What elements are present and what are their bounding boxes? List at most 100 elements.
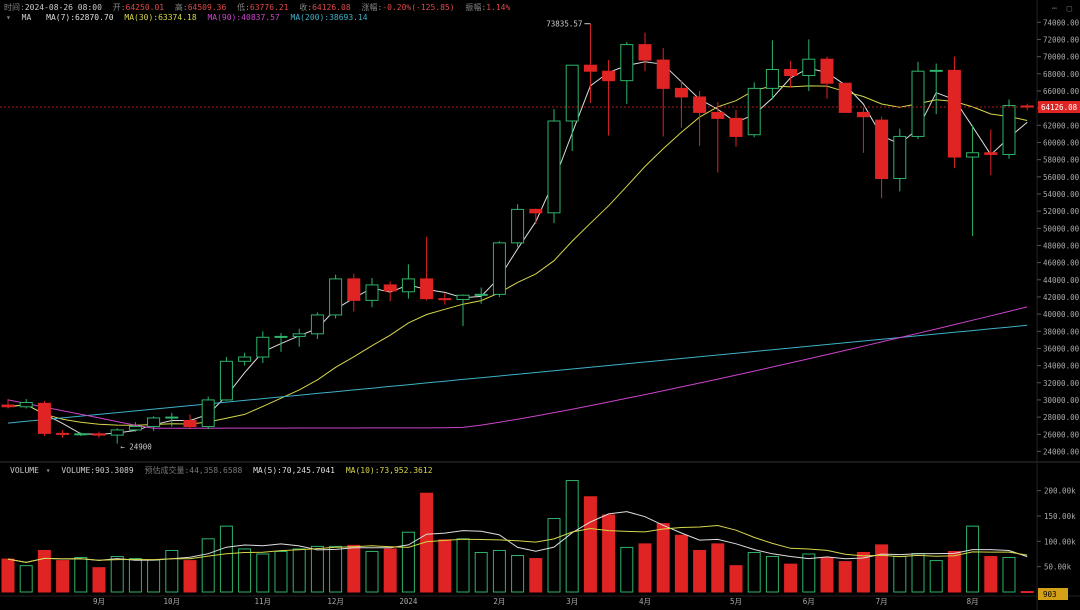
time-tick-label: 3月 (566, 597, 578, 606)
volume-bar (984, 556, 998, 593)
candle-body (820, 58, 834, 84)
candle-body (1020, 105, 1034, 108)
volume-bar (947, 550, 961, 593)
volume-bar (19, 565, 33, 593)
candle-body (201, 399, 215, 428)
volume-bar (656, 523, 670, 593)
price-tick-label: 68000.00 (1043, 70, 1080, 79)
candle-body (947, 69, 961, 158)
volume-tick-label: 100.00k (1044, 537, 1076, 546)
ma-legend-name[interactable]: MA (21, 13, 32, 22)
volume-bar (201, 538, 215, 593)
volume-bar (420, 492, 434, 593)
candle-body (420, 278, 434, 300)
volume-bar (547, 518, 561, 593)
volume-bar (1002, 557, 1016, 593)
candle-body (620, 44, 634, 82)
volume-bar (929, 560, 943, 593)
open-value: 64250.01 (125, 3, 165, 12)
candle-body (511, 208, 525, 244)
candle-body (893, 135, 907, 179)
settings-icon[interactable]: ⋯ (1051, 4, 1058, 14)
candle-body (329, 278, 343, 316)
candle-body (602, 70, 616, 82)
ma90-line (7, 306, 1028, 429)
volume-value: VOLUME:903.3089 (61, 466, 134, 475)
candle-body (383, 284, 397, 292)
turnover-value: 预估成交量:44,358.6588 (144, 466, 243, 475)
ma-legend: ▾ MA MA(7):62870.70 MA(30):63374.18 MA(9… (6, 13, 368, 22)
volume-bar (602, 514, 616, 593)
volume-dropdown-caret-icon[interactable]: ▾ (45, 466, 51, 475)
time-tick-label: 2月 (493, 597, 505, 606)
volume-bar (329, 545, 343, 593)
high-value: 64509.36 (187, 3, 227, 12)
time-axis: 9月 10月 11月 12月 2024 2月 3月 4月 5月 6月 7月 8月 (93, 597, 979, 606)
candle-body (438, 298, 452, 301)
close-label: 收: (299, 3, 313, 12)
candle-body (92, 433, 106, 436)
volume-bar (966, 525, 980, 593)
volume-bar (256, 553, 270, 593)
candle-body (401, 278, 415, 293)
candle-body (219, 360, 233, 401)
price-tick-label: 52000.00 (1043, 207, 1080, 216)
candle-body (292, 333, 306, 337)
time-tick-label: 12月 (327, 597, 344, 606)
volume-bar (565, 480, 579, 593)
volume-legend-name[interactable]: VOLUME (10, 466, 39, 475)
volume-bar (492, 549, 506, 593)
low-value: 63776.21 (249, 3, 289, 12)
window-controls: ⋯ ▢ (1052, 4, 1072, 14)
price-tick-label: 56000.00 (1043, 173, 1080, 182)
collapse-caret-icon[interactable]: ▾ (6, 13, 11, 22)
moving-average-lines (7, 61, 1028, 435)
volume-bar (1020, 591, 1034, 594)
volume-bar (511, 555, 525, 593)
price-tick-label: 54000.00 (1043, 190, 1080, 199)
fullscreen-icon[interactable]: ▢ (1066, 4, 1072, 14)
time-tick-label: 6月 (803, 597, 815, 606)
ma200-value: MA(200):38693.14 (290, 13, 368, 22)
volume-bar (183, 560, 197, 593)
candle-body (456, 294, 470, 301)
volume-bar (674, 534, 688, 593)
vma10-line (7, 524, 1028, 563)
current-volume-tag (1038, 588, 1068, 600)
ma7-value: MA(7):62870.70 (46, 13, 114, 22)
ma30-value: MA(30):63374.18 (124, 13, 197, 22)
candle-body (474, 293, 488, 296)
candle-body (747, 87, 761, 136)
candle-body (37, 402, 51, 434)
volume-bars (1, 480, 1034, 594)
price-tick-label: 34000.00 (1043, 362, 1080, 371)
volume-bar (620, 546, 634, 593)
close-value: 64126.08 (312, 3, 351, 12)
candle-body (929, 69, 943, 72)
volume-bar (856, 551, 870, 593)
candle-body (529, 208, 543, 214)
vma5-line (7, 511, 1028, 563)
candle-body (784, 68, 798, 77)
volume-bar (693, 549, 707, 593)
price-tick-label: 60000.00 (1043, 138, 1080, 147)
volume-bar (219, 525, 233, 593)
volume-bar (37, 549, 51, 593)
time-tick-label: 11月 (255, 597, 272, 606)
volume-bar (838, 561, 852, 593)
ma7-line (7, 61, 1028, 435)
candle-body (547, 120, 561, 214)
time-tick-label: 2024 (399, 597, 418, 606)
price-tick-label: 62000.00 (1043, 121, 1080, 130)
price-tick-label: 72000.00 (1043, 35, 1080, 44)
candle-body (310, 314, 324, 335)
low-label: ← 24900 (120, 443, 152, 452)
candle-body (165, 416, 179, 419)
candle-body (347, 278, 361, 301)
volume-tick-label: 150.00k (1044, 512, 1076, 521)
candle-body (147, 417, 161, 428)
candle-body (492, 242, 506, 295)
price-axis: 74000.00 72000.00 70000.00 68000.00 66000.00… (1037, 18, 1080, 456)
volume-axis: 200.00k 150.00k 100.00k 50.00k (1037, 487, 1076, 572)
